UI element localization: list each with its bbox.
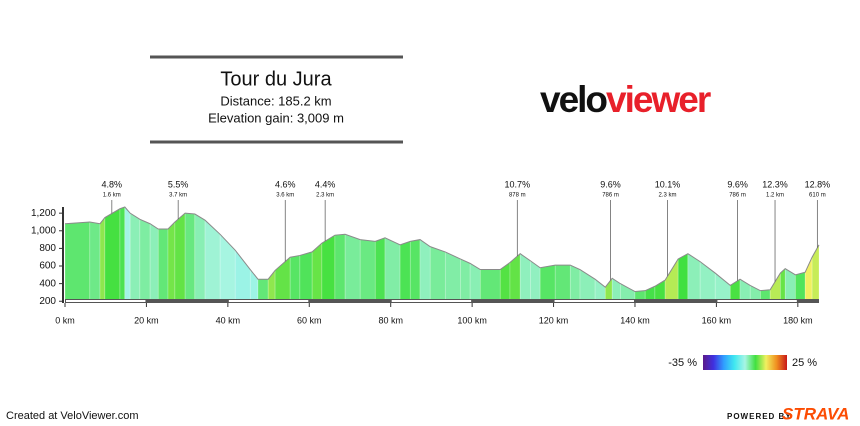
y-tick-label: 600	[39, 261, 56, 272]
profile-segment	[677, 253, 689, 304]
profile-segment	[124, 206, 131, 304]
profile-segment	[321, 234, 336, 304]
profile-segment	[469, 262, 481, 304]
profile-segment	[687, 253, 701, 304]
distance-strip-band	[717, 300, 797, 302]
climb-gradient: 10.1%	[655, 179, 681, 189]
distance-strip-band	[228, 300, 309, 302]
profile-segment	[149, 223, 159, 304]
powered-by: POWERED BY	[727, 412, 792, 421]
profile-segment	[194, 213, 206, 304]
profile-segment	[344, 233, 361, 304]
climb-detail: 2.3 km	[659, 193, 677, 199]
climb-detail: 1.6 km	[103, 193, 121, 199]
x-tick-label: 160 km	[702, 315, 732, 325]
climb-gradient: 5.5%	[168, 179, 189, 189]
profile-segment	[429, 246, 446, 304]
profile-segment	[119, 206, 126, 304]
profile-segment	[811, 243, 820, 304]
profile-segment	[299, 251, 313, 304]
distance-strip-band	[554, 300, 634, 302]
climb-detail: 878 m	[509, 193, 526, 199]
profile-segment	[409, 239, 421, 304]
credit: Created at VeloViewer.com	[6, 410, 138, 422]
profile-segment	[219, 233, 236, 304]
climb-gradient: 10.7%	[505, 179, 531, 189]
profile-segment	[714, 272, 731, 304]
y-tick-label: 400	[39, 278, 56, 289]
colorbar	[703, 355, 787, 370]
climb-detail: 1.2 km	[766, 193, 784, 199]
climb-gradient: 9.6%	[727, 179, 748, 189]
climb-detail: 610 m	[809, 193, 826, 199]
profile-segment	[399, 240, 411, 304]
climb-gradient: 9.6%	[600, 179, 621, 189]
logo-viewer: viewer	[606, 79, 711, 120]
colorbar-min-label: -35 %	[668, 357, 697, 369]
profile-segment	[569, 264, 581, 304]
distance-strip-band	[391, 300, 472, 302]
profile-segment	[167, 221, 176, 304]
profile-segment	[234, 249, 251, 304]
y-tick-label: 1,000	[31, 225, 56, 236]
x-tick-label: 20 km	[134, 315, 159, 325]
profile-segment	[157, 228, 169, 304]
profile-segment	[519, 253, 531, 304]
profile-segment	[419, 239, 431, 304]
profile-segment	[384, 237, 401, 304]
climb-gradient: 12.8%	[805, 179, 831, 189]
brand: STRAVA	[782, 404, 849, 423]
profile-segment	[89, 221, 101, 304]
profile-segment	[554, 264, 571, 304]
climb-detail: 3.6 km	[276, 193, 294, 199]
colorbar-max-label: 25 %	[792, 357, 817, 369]
elevation-gain: Elevation gain: 3,009 m	[208, 110, 344, 125]
profile-segment	[359, 239, 376, 304]
profile-segment	[311, 242, 323, 304]
profile-segment	[129, 212, 141, 304]
profile-segment	[539, 264, 556, 304]
y-tick-label: 800	[39, 243, 56, 254]
profile-segment	[289, 255, 301, 304]
climb-gradient: 4.8%	[102, 179, 123, 189]
x-tick-label: 140 km	[620, 315, 650, 325]
x-tick-label: 40 km	[216, 315, 241, 325]
logo-velo: velo	[540, 79, 607, 120]
y-tick-label: 1,200	[31, 208, 56, 219]
climb-detail: 786 m	[602, 193, 619, 199]
profile-segment	[174, 212, 186, 304]
profile-segment	[479, 269, 501, 304]
x-tick-label: 180 km	[783, 315, 813, 325]
climb-gradient: 4.6%	[275, 179, 296, 189]
profile-segment	[104, 208, 121, 304]
profile-segment	[460, 258, 471, 304]
y-tick-label: 200	[39, 296, 56, 307]
title: Tour du Jura	[220, 68, 332, 90]
profile-segment	[99, 216, 106, 304]
logo: veloviewer	[540, 79, 711, 120]
x-tick-label: 100 km	[457, 315, 487, 325]
profile-segment	[795, 271, 806, 304]
climb-detail: 2.3 km	[316, 193, 334, 199]
profile-segment	[334, 233, 346, 304]
profile-segment	[664, 257, 679, 304]
profile-segment	[374, 237, 386, 304]
climb-gradient: 4.4%	[315, 179, 336, 189]
climb-detail: 786 m	[729, 193, 746, 199]
distance: Distance: 185.2 km	[220, 93, 331, 108]
distance-strip-band	[66, 300, 146, 302]
x-tick-label: 120 km	[539, 315, 569, 325]
profile-segment	[780, 267, 786, 304]
x-tick-label: 0 km	[55, 315, 75, 325]
profile-segment	[64, 221, 91, 304]
x-tick-label: 80 km	[378, 315, 403, 325]
profile-segment	[184, 212, 196, 304]
profile-segment	[139, 218, 151, 304]
x-tick-label: 60 km	[297, 315, 322, 325]
climb-gradient: 12.3%	[762, 179, 788, 189]
climb-detail: 3.7 km	[169, 193, 187, 199]
profile-segment	[444, 251, 461, 304]
